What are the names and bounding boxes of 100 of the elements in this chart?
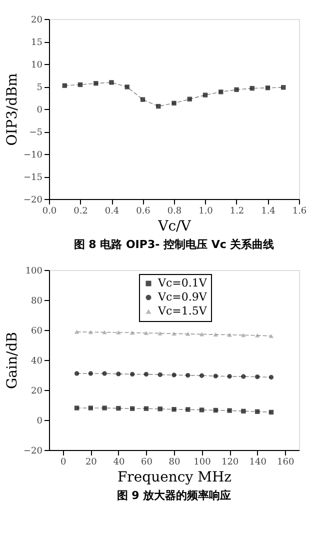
point <box>144 330 149 336</box>
point <box>124 84 130 90</box>
x-tick-label: 100 <box>194 458 212 468</box>
y-tick-label: 20 <box>31 386 43 396</box>
y-tick-label: −20 <box>24 446 43 456</box>
x-tick-label: 1.2 <box>230 206 244 216</box>
point <box>102 330 107 334</box>
x-tick-label: 20 <box>85 458 98 468</box>
point <box>265 86 270 90</box>
point <box>241 374 246 379</box>
point <box>158 372 162 378</box>
point <box>116 372 121 376</box>
point <box>62 83 67 88</box>
point <box>213 408 218 413</box>
legend-label: Vc=0.9V <box>157 290 208 304</box>
x-tick-label: 1.4 <box>261 206 276 216</box>
point <box>227 408 232 413</box>
point <box>172 332 176 336</box>
point <box>156 104 161 109</box>
caption: 图 9 放大器的频率响应 <box>116 489 232 502</box>
x-tick-label: 1.6 <box>292 206 307 216</box>
y-tick-label: 100 <box>25 266 43 276</box>
x-axis-title: Frequency MHz <box>117 470 232 486</box>
point <box>186 407 190 412</box>
y-tick-label: 0 <box>36 416 43 426</box>
point <box>241 408 246 414</box>
x-axis-title: Vc/V <box>157 218 192 234</box>
x-tick-label: 0.2 <box>74 206 88 216</box>
x-tick-label: 80 <box>168 458 180 468</box>
point <box>88 406 94 410</box>
point <box>102 406 107 410</box>
legend-label: Vc=0.1V <box>157 276 208 290</box>
legend-label: Vc=1.5V <box>157 304 208 318</box>
point <box>94 81 98 86</box>
point <box>172 100 176 106</box>
point <box>213 374 218 378</box>
point <box>88 330 94 334</box>
y-tick-label: 15 <box>31 38 43 48</box>
point <box>234 87 239 92</box>
point <box>130 372 135 377</box>
point <box>158 406 162 412</box>
point <box>254 333 260 338</box>
x-tick-label: 140 <box>249 458 267 468</box>
point <box>158 331 162 336</box>
x-tick-label: 0.4 <box>104 206 120 216</box>
point <box>172 372 176 378</box>
point <box>140 97 146 102</box>
y-tick-label: −10 <box>24 150 43 160</box>
point <box>78 82 83 88</box>
point <box>268 410 274 415</box>
point <box>144 406 149 411</box>
point <box>241 333 246 338</box>
point <box>199 373 204 378</box>
caption: 图 8 电路 OIP3- 控制电压 Vc 关系曲线 <box>74 238 274 251</box>
point <box>144 372 149 377</box>
point <box>74 406 80 410</box>
point <box>250 86 254 91</box>
y-tick-label: 80 <box>31 296 43 306</box>
y-tick-label: 40 <box>31 356 43 366</box>
point <box>268 374 274 380</box>
x-tick-label: 120 <box>221 458 239 468</box>
point <box>254 409 260 414</box>
point <box>187 96 192 102</box>
y-tick-label: 10 <box>31 60 43 70</box>
x-tick-label: 1.0 <box>198 206 214 216</box>
y-tick-label: 5 <box>36 83 43 93</box>
point <box>199 332 204 336</box>
x-tick-label: 0 <box>60 458 67 468</box>
point <box>88 371 94 376</box>
point <box>199 408 204 412</box>
point <box>172 407 176 412</box>
point <box>186 372 190 378</box>
x-tick-label: 60 <box>140 458 153 468</box>
point <box>130 406 135 411</box>
x-tick-label: 0.8 <box>167 206 182 216</box>
point <box>227 332 232 337</box>
y-axis-title: Gain/dB <box>4 332 21 389</box>
point <box>202 92 208 98</box>
y-tick-label: −20 <box>24 196 43 206</box>
point <box>281 85 286 90</box>
x-tick-label: 0.0 <box>42 206 57 216</box>
point <box>268 334 274 338</box>
point <box>116 406 121 411</box>
y-tick-label: 60 <box>31 326 43 336</box>
point <box>186 332 190 336</box>
x-tick-label: 0.6 <box>136 206 151 216</box>
point <box>254 374 260 380</box>
point <box>74 330 80 334</box>
x-tick-label: 160 <box>277 458 294 468</box>
y-tick-label: −5 <box>29 128 43 138</box>
y-tick-label: 0 <box>36 106 43 116</box>
x-tick-label: 40 <box>113 458 125 468</box>
point <box>102 371 107 376</box>
point <box>213 332 218 337</box>
point <box>227 374 232 379</box>
point <box>218 90 224 94</box>
y-axis-title: OIP3/dBm <box>4 73 21 146</box>
point <box>116 330 121 334</box>
point <box>109 80 114 85</box>
y-tick-label: −15 <box>24 173 43 183</box>
